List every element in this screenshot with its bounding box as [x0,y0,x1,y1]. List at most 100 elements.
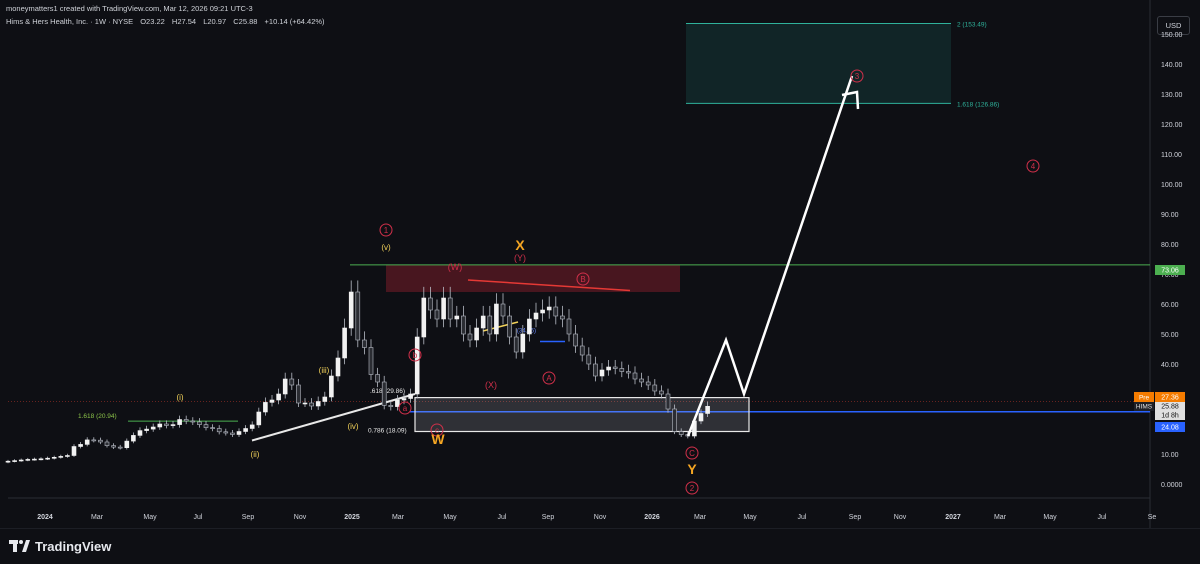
candle [289,378,295,386]
wave-3-circle [850,69,864,83]
candle [183,419,189,422]
candle [500,303,506,317]
candle [342,327,347,359]
x-tick-label: Mar [392,514,405,521]
price-tag-countdown: 1d 8h [1161,413,1179,420]
x-tick-label: 2026 [644,514,660,521]
x-tick-label: Sep [242,514,255,521]
ohlc-open: O23.22 [140,17,165,26]
fib-label-2: 2 (153.49) [957,22,987,29]
symbol-name[interactable]: Hims & Hers Health, Inc. · 1W · NYSE [6,17,134,26]
x-tick-label: May [1043,514,1057,521]
x-tick-label: Mar [91,514,104,521]
candle [639,378,644,383]
y-tick-label: 110.00 [1161,152,1182,159]
x-tick-label: Jul [798,514,807,521]
candle [678,431,684,435]
y-tick-label: 10.00 [1161,452,1179,459]
candle [560,315,565,320]
price-tag-pre-bg [1155,392,1185,402]
candle [520,333,526,353]
candle [434,309,440,320]
candle [705,405,710,414]
candle [652,384,658,392]
candle [71,446,77,456]
candle [348,291,354,329]
wave-W-caps: (W) [448,262,463,272]
ohlc-change: +10.14 (+64.42%) [264,17,325,26]
tradingview-logo[interactable]: TradingView [9,539,111,554]
candle [137,430,143,436]
candle [65,455,70,457]
candle [269,399,275,403]
currency-button[interactable]: USD [1157,16,1190,35]
wave-i: (i) [176,393,183,402]
candle [494,303,499,335]
wave-iv: (iv) [347,422,358,431]
x-tick-label: Sep [849,514,862,521]
candle [368,347,374,375]
candle [236,431,242,435]
candle [256,411,262,426]
candle [441,297,446,320]
candle [375,374,380,383]
x-tick-label: Nov [294,514,307,521]
price-tag-support-bg [1155,422,1185,432]
y-tick-label: 90.00 [1161,212,1179,219]
tradingview-brand: TradingView [35,539,112,554]
x-tick-label: 2024 [37,514,53,521]
wave-ii: (ii) [251,450,260,459]
wave-1: 1 [384,226,389,235]
candle [527,318,532,335]
candle [454,315,460,320]
projection-path [686,75,854,437]
candle [388,405,394,407]
candle [632,372,638,380]
wave-b: b [413,351,418,360]
wave-C: C [689,449,695,458]
y-tick-label: 100.00 [1161,182,1183,189]
candle [566,318,572,335]
price-tag-hims-bg [1155,402,1185,411]
candle [593,363,598,377]
ohlc-low: L20.97 [203,17,227,26]
footer-bar: TradingView [0,528,1200,564]
ohlc-close: C25.88 [233,17,258,26]
candle [540,309,545,314]
x-tick-label: Se [1148,514,1157,521]
price-tag-resistance-bg [1155,265,1185,275]
candle [586,354,592,365]
candle [612,366,618,369]
candle [124,440,130,449]
candle [98,439,103,443]
fib-mid-label: (34.65) [517,329,536,335]
candle [329,375,334,398]
price-chart[interactable]: 150.00140.00130.00120.00110.00100.0090.0… [0,0,1200,528]
wave-c-circle [430,423,444,437]
candle [18,459,24,462]
wave-v: (v) [381,243,391,252]
x-tick-label: Sep [542,514,555,521]
wave-X: X [515,237,525,253]
candle [421,297,427,338]
y-tick-label: 40.00 [1161,362,1179,369]
candle [38,458,44,461]
x-tick-label: 2025 [344,514,360,521]
wave-a: a [403,404,408,413]
candle [335,357,341,377]
candle [117,446,123,449]
candle [447,297,453,320]
x-tick-label: Mar [694,514,707,521]
wave-W: W [431,431,445,447]
wave-B: B [580,275,585,284]
candle [513,336,519,353]
price-tag-hims-left: HIMS [1136,404,1153,411]
candle [395,399,400,407]
wave-1-circle [379,223,393,237]
candle [480,315,486,329]
candle [302,402,308,405]
candle [467,333,473,341]
candle [78,444,83,447]
candle [230,432,235,435]
y-tick-label: 50.00 [1161,332,1179,339]
